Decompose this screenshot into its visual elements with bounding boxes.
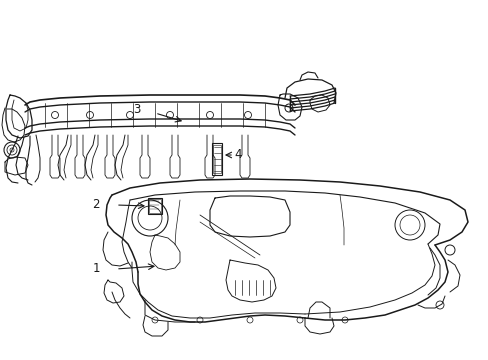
Bar [212,143,222,175]
Bar [213,145,221,173]
Bar [148,198,162,214]
Text: 1: 1 [92,262,100,275]
Text: 4: 4 [234,148,242,162]
Bar [149,199,161,213]
Text: 2: 2 [92,198,100,211]
Text: 3: 3 [133,104,141,117]
